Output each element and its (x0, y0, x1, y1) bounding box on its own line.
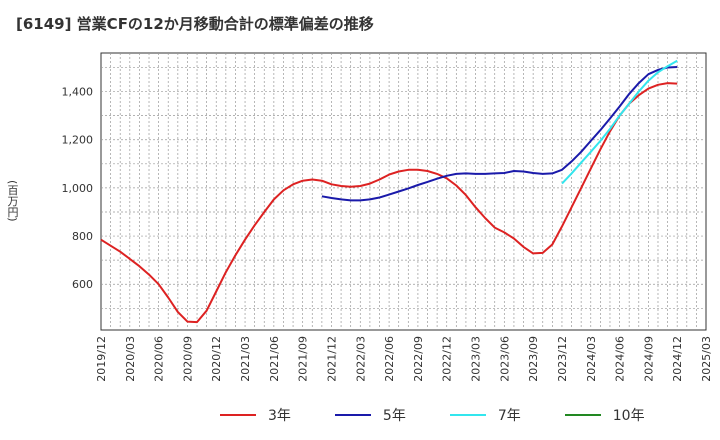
x-tick-label: 2025/03 (700, 336, 713, 382)
legend-label: 10年 (612, 408, 645, 424)
y-tick-label: 800 (72, 230, 93, 243)
x-tick-label: 2023/03 (470, 336, 483, 382)
legend-label: 7年 (497, 408, 521, 424)
legend-swatch (564, 414, 601, 416)
series-lines (100, 59, 678, 324)
plot-background (100, 52, 707, 331)
series-line-5年 (321, 66, 678, 202)
legend-item: 5年 (334, 405, 406, 425)
x-tick-label: 2020/06 (153, 336, 166, 382)
legend-item: 7年 (449, 405, 521, 425)
legend-label: 5年 (382, 408, 406, 424)
x-tick-label: 2021/12 (325, 336, 338, 382)
x-tick-label: 2022/06 (383, 336, 396, 382)
x-tick-label: 2024/03 (585, 336, 598, 382)
plot-frame (100, 52, 707, 331)
x-tick-label: 2023/09 (527, 336, 540, 382)
legend-item: 3年 (220, 405, 291, 425)
legend: 3年 5年 7年 10年 (220, 403, 689, 427)
y-axis-label: (百万円) (6, 180, 19, 222)
x-tick-label: 2020/03 (124, 336, 137, 382)
x-tick-label: 2022/03 (354, 336, 367, 382)
x-axis-ticks: 2019/12 2020/03 2020/06 2020/09 2020/12 2021/… (95, 336, 713, 382)
legend-swatch (449, 414, 486, 416)
legend-label: 3年 (268, 408, 291, 424)
y-tick-label: 1,400 (62, 86, 94, 99)
x-tick-label: 2020/12 (210, 336, 223, 382)
x-tick-label: 2022/12 (441, 336, 454, 382)
series-line-7年 (561, 59, 678, 185)
series-line-3年 (100, 82, 678, 324)
x-tick-label: 2024/12 (671, 336, 684, 382)
x-tick-label: 2019/12 (95, 336, 108, 382)
x-tick-label: 2024/09 (642, 336, 655, 382)
y-tick-label: 1,200 (62, 134, 94, 147)
y-tick-label: 1,000 (62, 182, 94, 195)
x-tick-label: 2021/03 (239, 336, 252, 382)
x-tick-label: 2021/09 (297, 336, 310, 382)
legend-swatch (220, 414, 256, 416)
legend-item: 10年 (564, 405, 645, 425)
legend-swatch (334, 414, 371, 416)
x-tick-label: 2020/09 (181, 336, 194, 382)
y-tick-label: 600 (72, 278, 93, 291)
x-tick-label: 2022/09 (412, 336, 425, 382)
x-tick-label: 2024/06 (614, 336, 627, 382)
y-axis-ticks: 600 800 1,000 1,200 1,400 (62, 86, 94, 292)
x-tick-label: 2023/12 (556, 336, 569, 382)
chart-title: [6149] 営業CFの12か月移動合計の標準偏差の推移 (16, 15, 374, 33)
x-tick-label: 2023/06 (498, 336, 511, 382)
x-tick-label: 2021/06 (268, 336, 281, 382)
